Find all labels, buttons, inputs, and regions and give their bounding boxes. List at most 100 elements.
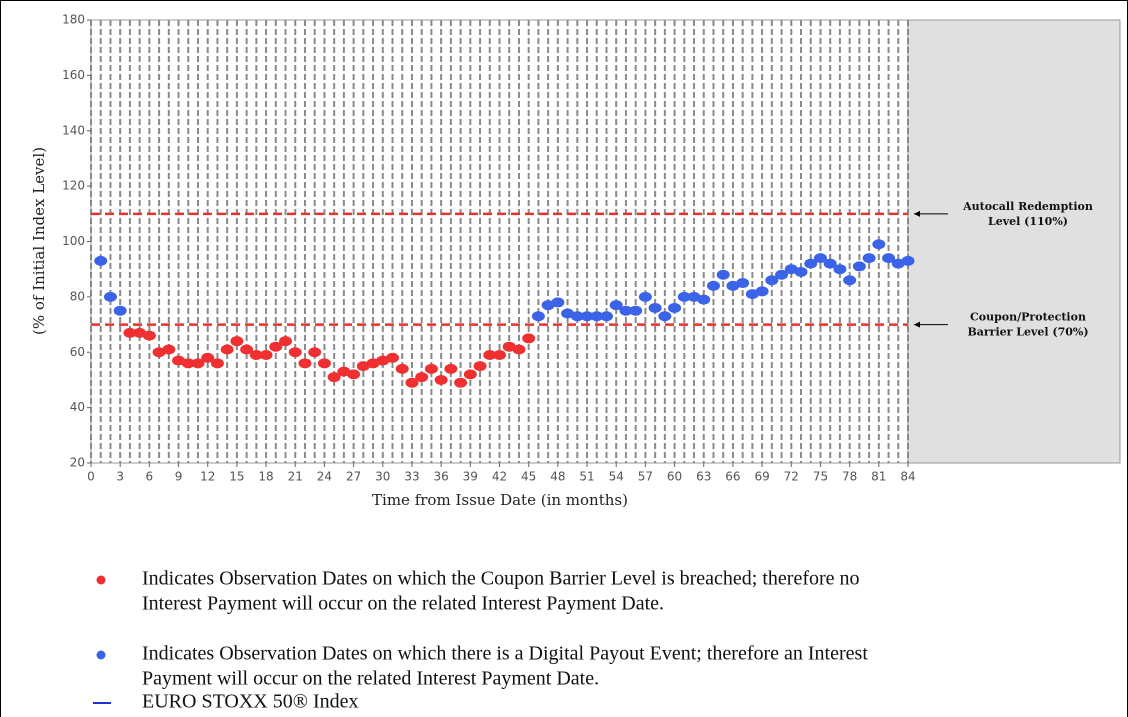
observation-dot <box>269 341 283 352</box>
observation-dot <box>833 264 847 275</box>
observation-dot <box>609 300 623 311</box>
observation-dot <box>220 344 234 355</box>
post-maturity-region <box>907 19 1121 464</box>
observation-dot <box>483 350 497 361</box>
observation-dot <box>706 280 720 291</box>
x-tick-label: 42 <box>492 470 507 484</box>
observation-dot <box>405 377 419 388</box>
x-tick-label: 48 <box>550 470 565 484</box>
reference-label: Autocall Redemption <box>962 200 1093 213</box>
y-tick-label: 140 <box>62 123 85 137</box>
observation-dot <box>775 269 789 280</box>
observation-dot <box>648 302 662 313</box>
x-tick-label: 30 <box>375 470 390 484</box>
observation-dot <box>181 358 195 369</box>
observation-dot <box>434 374 448 385</box>
reference-label: Level (110%) <box>988 215 1068 228</box>
observation-dot <box>668 302 682 313</box>
y-tick-label: 100 <box>62 234 85 248</box>
legend-text: Indicates Observation Dates on which the… <box>142 568 860 590</box>
x-tick-label: 3 <box>116 470 124 484</box>
observation-dot <box>123 327 137 338</box>
y-tick-label: 60 <box>70 345 85 359</box>
observation-dot <box>570 311 584 322</box>
observation-dot <box>249 350 263 361</box>
legend-dot <box>96 575 106 585</box>
observation-dot <box>629 305 643 316</box>
y-tick-label: 160 <box>62 68 85 82</box>
observation-dot <box>347 369 361 380</box>
observation-dot <box>852 261 866 272</box>
x-tick-label: 15 <box>229 470 244 484</box>
observation-dot <box>716 269 730 280</box>
x-tick-label: 66 <box>725 470 740 484</box>
observation-dot <box>765 275 779 286</box>
x-tick-label: 57 <box>638 470 653 484</box>
observation-dot <box>298 358 312 369</box>
x-tick-label: 0 <box>87 470 95 484</box>
observation-dot <box>638 291 652 302</box>
observation-dot <box>288 347 302 358</box>
arrow-head <box>914 321 920 328</box>
x-tick-label: 63 <box>696 470 711 484</box>
observation-dot <box>103 291 117 302</box>
y-tick-label: 40 <box>70 400 85 414</box>
observation-dot <box>142 330 156 341</box>
x-tick-label: 81 <box>871 470 886 484</box>
x-axis-label: Time from Issue Date (in months) <box>372 491 628 509</box>
observation-dot <box>113 305 127 316</box>
observation-dot <box>755 286 769 297</box>
reference-label: Coupon/Protection <box>970 311 1086 324</box>
legend-text: Interest Payment will occur on the relat… <box>142 593 664 615</box>
x-tick-label: 69 <box>754 470 769 484</box>
x-tick-label: 60 <box>667 470 682 484</box>
observation-dot <box>191 358 205 369</box>
x-tick-label: 9 <box>175 470 183 484</box>
observation-dot <box>677 291 691 302</box>
observation-dot <box>162 344 176 355</box>
observation-dot <box>230 336 244 347</box>
observation-dot <box>210 358 224 369</box>
observation-dot <box>872 239 886 250</box>
x-tick-label: 51 <box>579 470 594 484</box>
observation-dot <box>473 361 487 372</box>
x-tick-label: 21 <box>288 470 303 484</box>
x-tick-label: 39 <box>463 470 478 484</box>
x-tick-label: 27 <box>346 470 361 484</box>
x-tick-label: 75 <box>813 470 828 484</box>
observation-dot <box>308 347 322 358</box>
y-tick-label: 180 <box>62 13 85 27</box>
observation-dot <box>395 363 409 374</box>
observation-dot <box>736 278 750 289</box>
observation-dot <box>424 363 438 374</box>
x-tick-label: 24 <box>317 470 332 484</box>
observation-dot <box>454 377 468 388</box>
y-tick-label: 20 <box>70 456 85 470</box>
legend-text: Payment will occur on the related Intere… <box>142 668 599 690</box>
observation-dot <box>823 258 837 269</box>
observation-dot <box>444 363 458 374</box>
legend-dot <box>96 650 106 660</box>
observation-dot <box>531 311 545 322</box>
x-tick-label: 54 <box>609 470 624 484</box>
observation-dot <box>493 350 506 361</box>
observation-dot <box>794 266 808 277</box>
observation-dot <box>94 255 108 266</box>
y-tick-label: 80 <box>70 289 85 303</box>
observation-dot <box>327 372 341 383</box>
observation-dot <box>415 372 429 383</box>
observation-dot <box>580 311 594 322</box>
x-tick-label: 6 <box>146 470 154 484</box>
legend-text: Indicates Observation Dates on which the… <box>142 643 868 665</box>
observation-dot <box>697 294 711 305</box>
observation-dot <box>259 350 273 361</box>
observation-dot <box>813 253 827 264</box>
arrow-head <box>914 210 920 217</box>
x-tick-label: 78 <box>842 470 857 484</box>
observation-dot <box>599 311 613 322</box>
y-axis-label: (% of Initial Index Level) <box>30 147 48 335</box>
observation-dot <box>843 275 857 286</box>
observation-dot <box>512 344 526 355</box>
x-tick-label: 12 <box>200 470 215 484</box>
